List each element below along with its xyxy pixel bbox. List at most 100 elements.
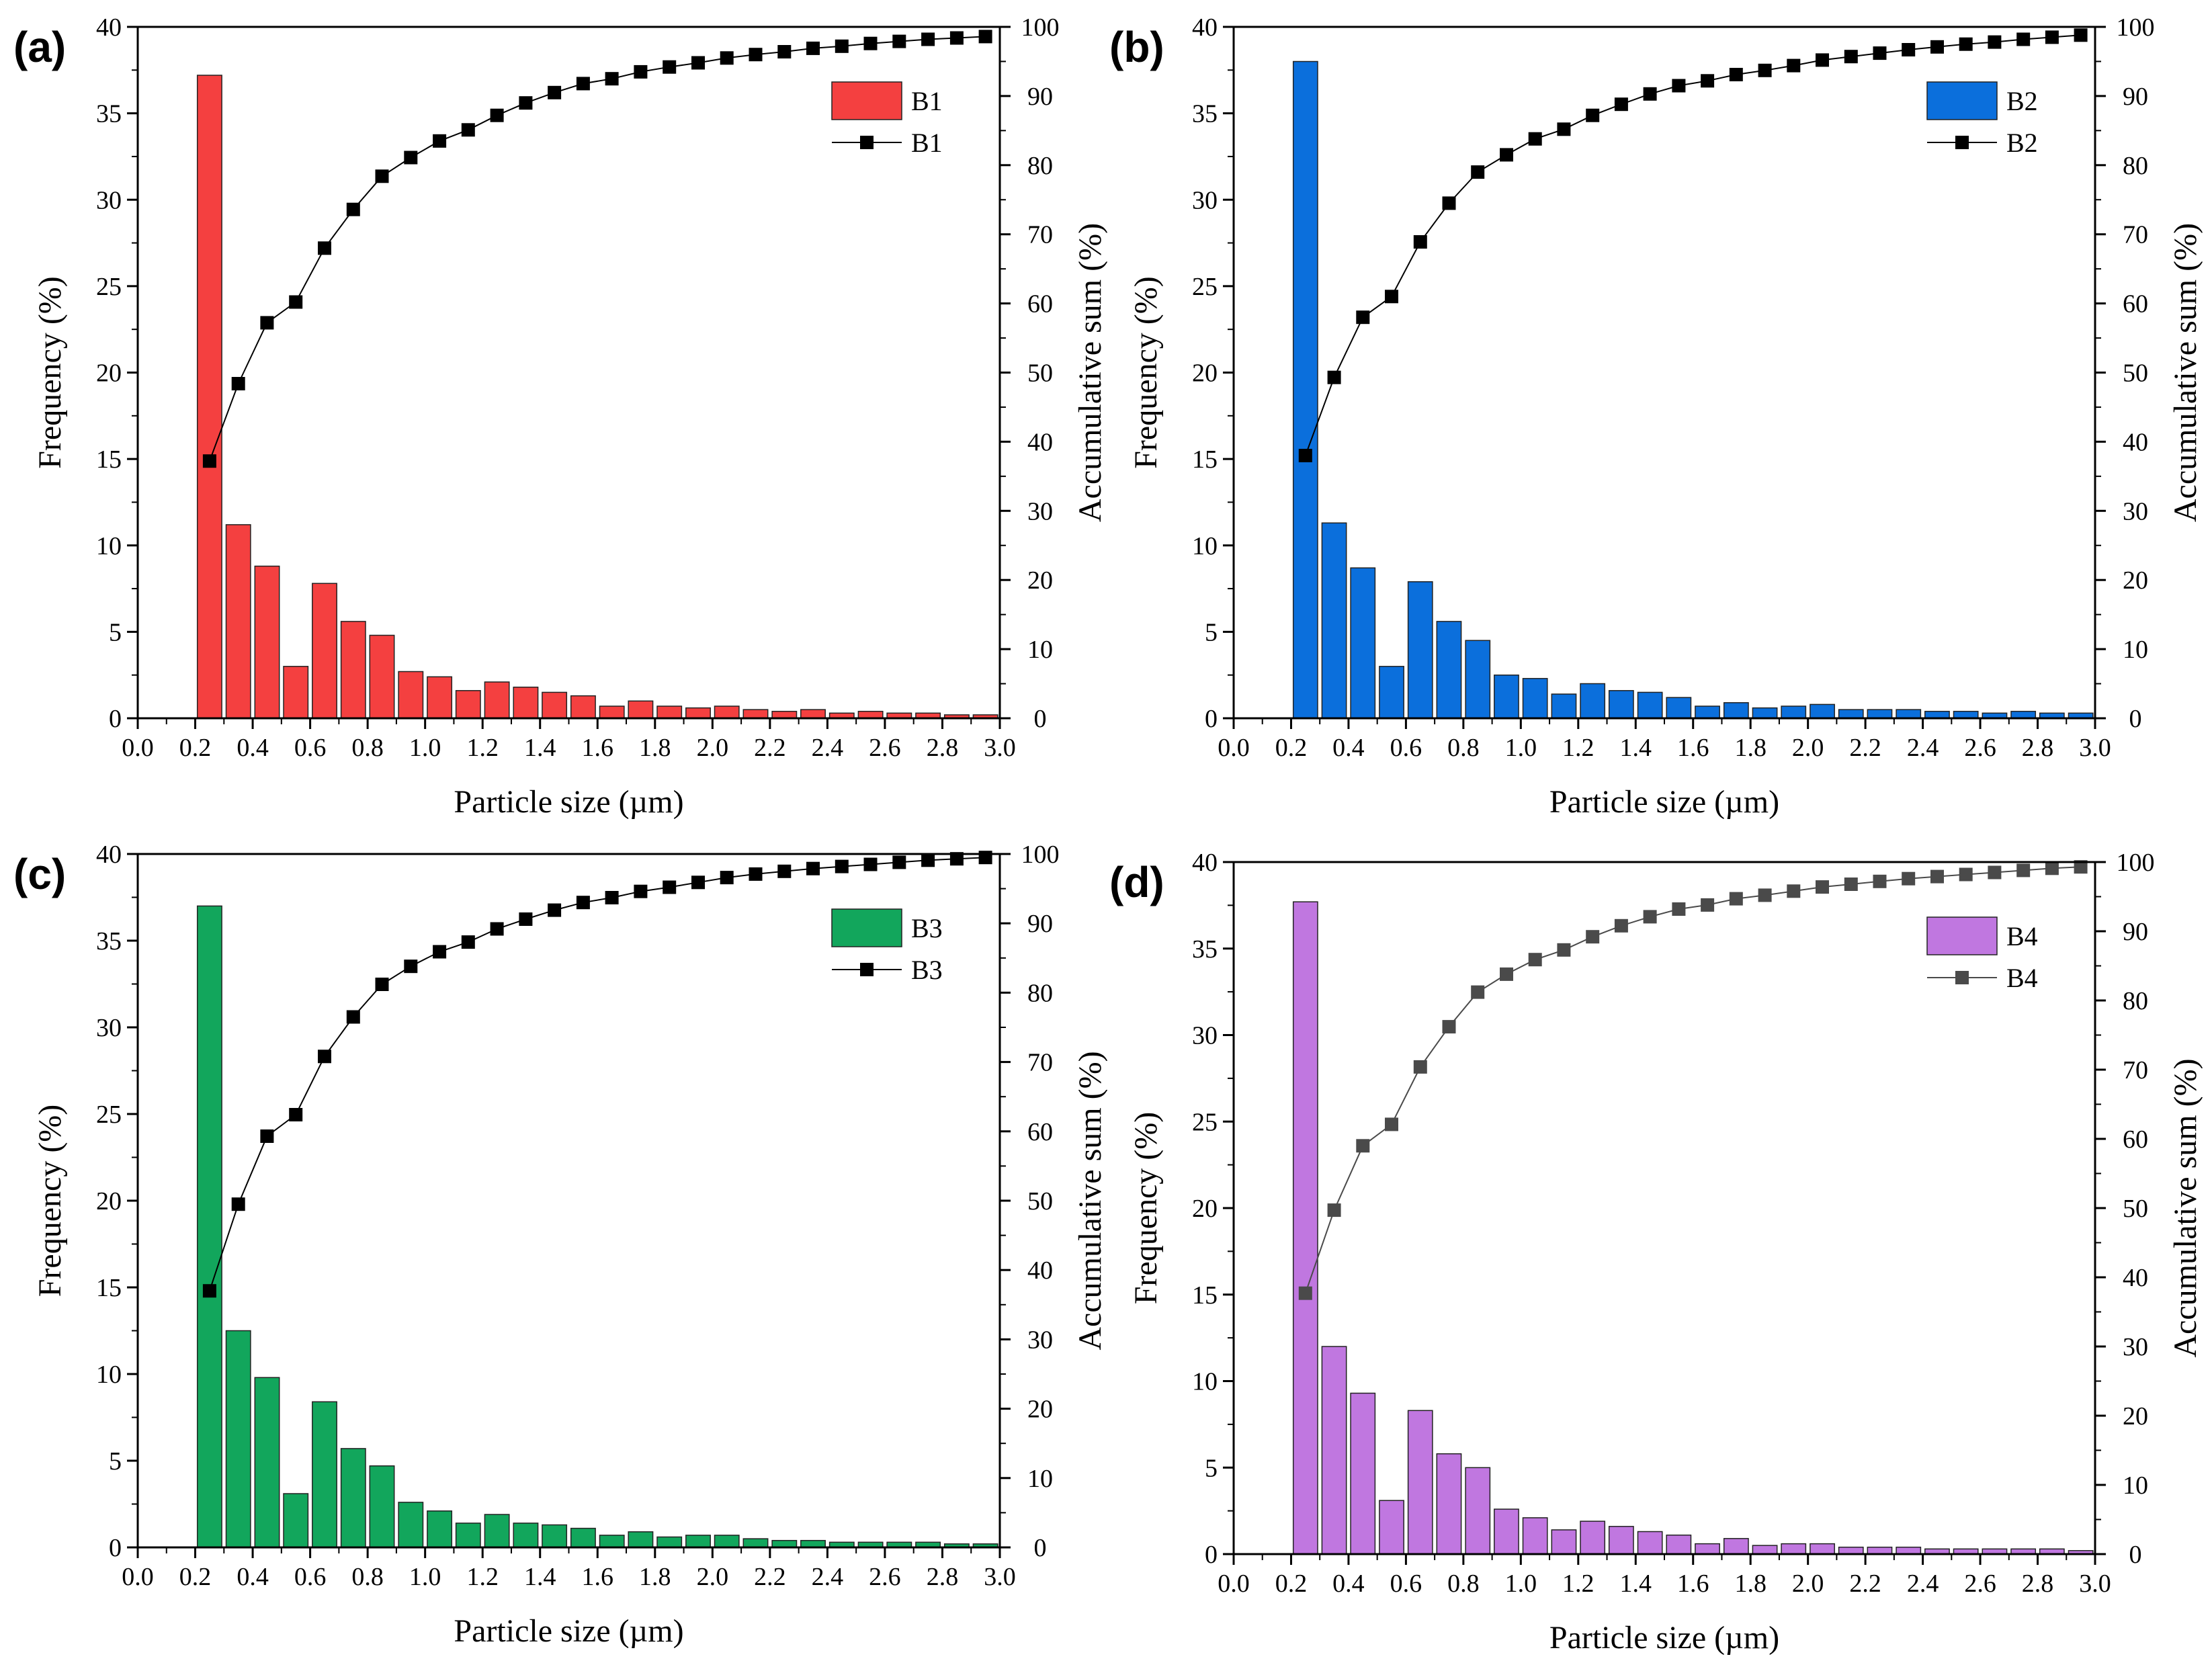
- y2-tick-label: 70: [1027, 1049, 1053, 1077]
- cumulative-point: [1959, 867, 1973, 882]
- legend-line-label: B2: [2006, 128, 2038, 158]
- x-tick-label: 0.4: [1332, 734, 1365, 762]
- y2-tick-label: 80: [2123, 987, 2148, 1015]
- legend-bar-swatch: [1926, 916, 1998, 955]
- cumulative-line: [208, 857, 986, 1291]
- cumulative-point: [2016, 32, 2031, 46]
- cumulative-point: [2045, 30, 2059, 44]
- bar: [771, 1539, 798, 1548]
- bar: [685, 1535, 711, 1548]
- cumulative-point: [720, 871, 734, 885]
- cumulative-point: [1614, 918, 1628, 933]
- cumulative-point: [605, 72, 619, 86]
- cumulative-point: [576, 77, 590, 91]
- cumulative-point: [1873, 46, 1887, 60]
- cumulative-point: [663, 880, 677, 894]
- cumulative-point: [835, 39, 849, 53]
- bar: [398, 1502, 424, 1548]
- cumulative-point: [1385, 1117, 1398, 1131]
- cumulative-point: [260, 316, 274, 330]
- bar: [542, 691, 568, 719]
- y2-tick-label: 60: [1027, 290, 1053, 318]
- cumulative-point: [519, 912, 533, 926]
- x-tick-label: 0.6: [294, 734, 327, 762]
- y-tick-label: 25: [1192, 273, 1218, 301]
- bar: [599, 705, 625, 719]
- x-tick-label: 0.0: [122, 734, 154, 762]
- cumulative-point: [1500, 967, 1513, 981]
- cumulative-point: [1672, 902, 1686, 916]
- y2-tick-label: 10: [2123, 636, 2148, 664]
- legend-bar-swatch: [831, 81, 902, 120]
- y-tick-label: 5: [109, 618, 122, 646]
- x-tick-label: 1.0: [409, 734, 441, 762]
- cumulative-point: [404, 151, 418, 165]
- bar: [1494, 674, 1519, 719]
- y-tick-label: 0: [109, 1534, 122, 1562]
- x-tick-label: 0.2: [1275, 1570, 1308, 1598]
- cumulative-point: [1413, 1060, 1427, 1074]
- bar: [340, 621, 366, 719]
- y2-tick-label: 80: [1027, 152, 1053, 180]
- x-axis-label: Particle size (µm): [454, 784, 683, 820]
- x-tick-label: 1.8: [1734, 1570, 1767, 1598]
- cumulative-point: [1988, 865, 2002, 880]
- bar: [1810, 1543, 1835, 1555]
- bar: [369, 634, 395, 719]
- cumulative-point: [1327, 370, 1341, 384]
- bar: [225, 1330, 251, 1548]
- bar: [427, 1510, 453, 1548]
- x-tick-label: 2.4: [812, 734, 844, 762]
- x-tick-label: 0.0: [1218, 734, 1250, 762]
- x-tick-label: 2.4: [1907, 1570, 1939, 1598]
- x-tick-label: 1.2: [1562, 1570, 1594, 1598]
- bar: [513, 686, 539, 719]
- y2-tick-label: 20: [1027, 1396, 1053, 1424]
- bar: [1867, 1546, 1893, 1555]
- y2-axis-label: Accumulative sum (%): [1072, 223, 1108, 522]
- bar: [1723, 702, 1749, 719]
- y2-tick-label: 10: [1027, 636, 1053, 664]
- y-tick-label: 35: [1192, 935, 1218, 964]
- bar: [742, 1538, 769, 1548]
- y2-tick-label: 70: [2123, 1056, 2148, 1084]
- cumulative-point: [835, 859, 849, 873]
- y2-tick-label: 30: [1027, 497, 1053, 525]
- panel-label: (b): [1109, 23, 1164, 71]
- cumulative-point: [978, 30, 992, 44]
- x-tick-label: 2.4: [1907, 734, 1939, 762]
- cumulative-point: [231, 377, 245, 390]
- bar: [513, 1523, 539, 1548]
- cumulative-point: [461, 123, 475, 137]
- y-axis-label: Frequency (%): [32, 276, 68, 469]
- cumulative-point: [2045, 861, 2059, 875]
- y2-tick-label: 20: [1027, 566, 1053, 595]
- x-tick-label: 0.6: [1390, 734, 1422, 762]
- cumulative-point: [892, 34, 906, 48]
- bar: [1695, 1543, 1720, 1555]
- bar: [1551, 1529, 1577, 1555]
- bar: [1292, 60, 1318, 719]
- legend-bar-swatch: [831, 908, 902, 947]
- cumulative-point: [1643, 87, 1657, 101]
- cumulative-point: [1528, 132, 1542, 146]
- cumulative-point: [260, 1129, 274, 1143]
- bar: [1551, 693, 1577, 719]
- y2-tick-label: 40: [1027, 428, 1053, 456]
- panel-b: 0.0 0.2 0.4 0.6 0.8 1.0 1.2 1.4 1.6 1.8 2.0 2.2 2.4 2…: [1109, 13, 2203, 820]
- cumulative-point: [921, 32, 935, 46]
- bar: [1867, 709, 1893, 719]
- y-tick-label: 0: [1205, 705, 1218, 733]
- x-tick-label: 1.4: [1620, 734, 1652, 762]
- x-tick-label: 2.0: [1792, 734, 1824, 762]
- bar: [1580, 1521, 1606, 1555]
- bar: [340, 1448, 366, 1548]
- cumulative-point: [1471, 985, 1485, 999]
- y2-tick-label: 0: [1034, 705, 1047, 733]
- legend-bar-label: B2: [2006, 86, 2038, 116]
- cumulative-point: [749, 48, 763, 62]
- bar: [1350, 567, 1376, 719]
- cumulative-point: [548, 903, 562, 917]
- x-tick-label: 1.2: [466, 1563, 499, 1591]
